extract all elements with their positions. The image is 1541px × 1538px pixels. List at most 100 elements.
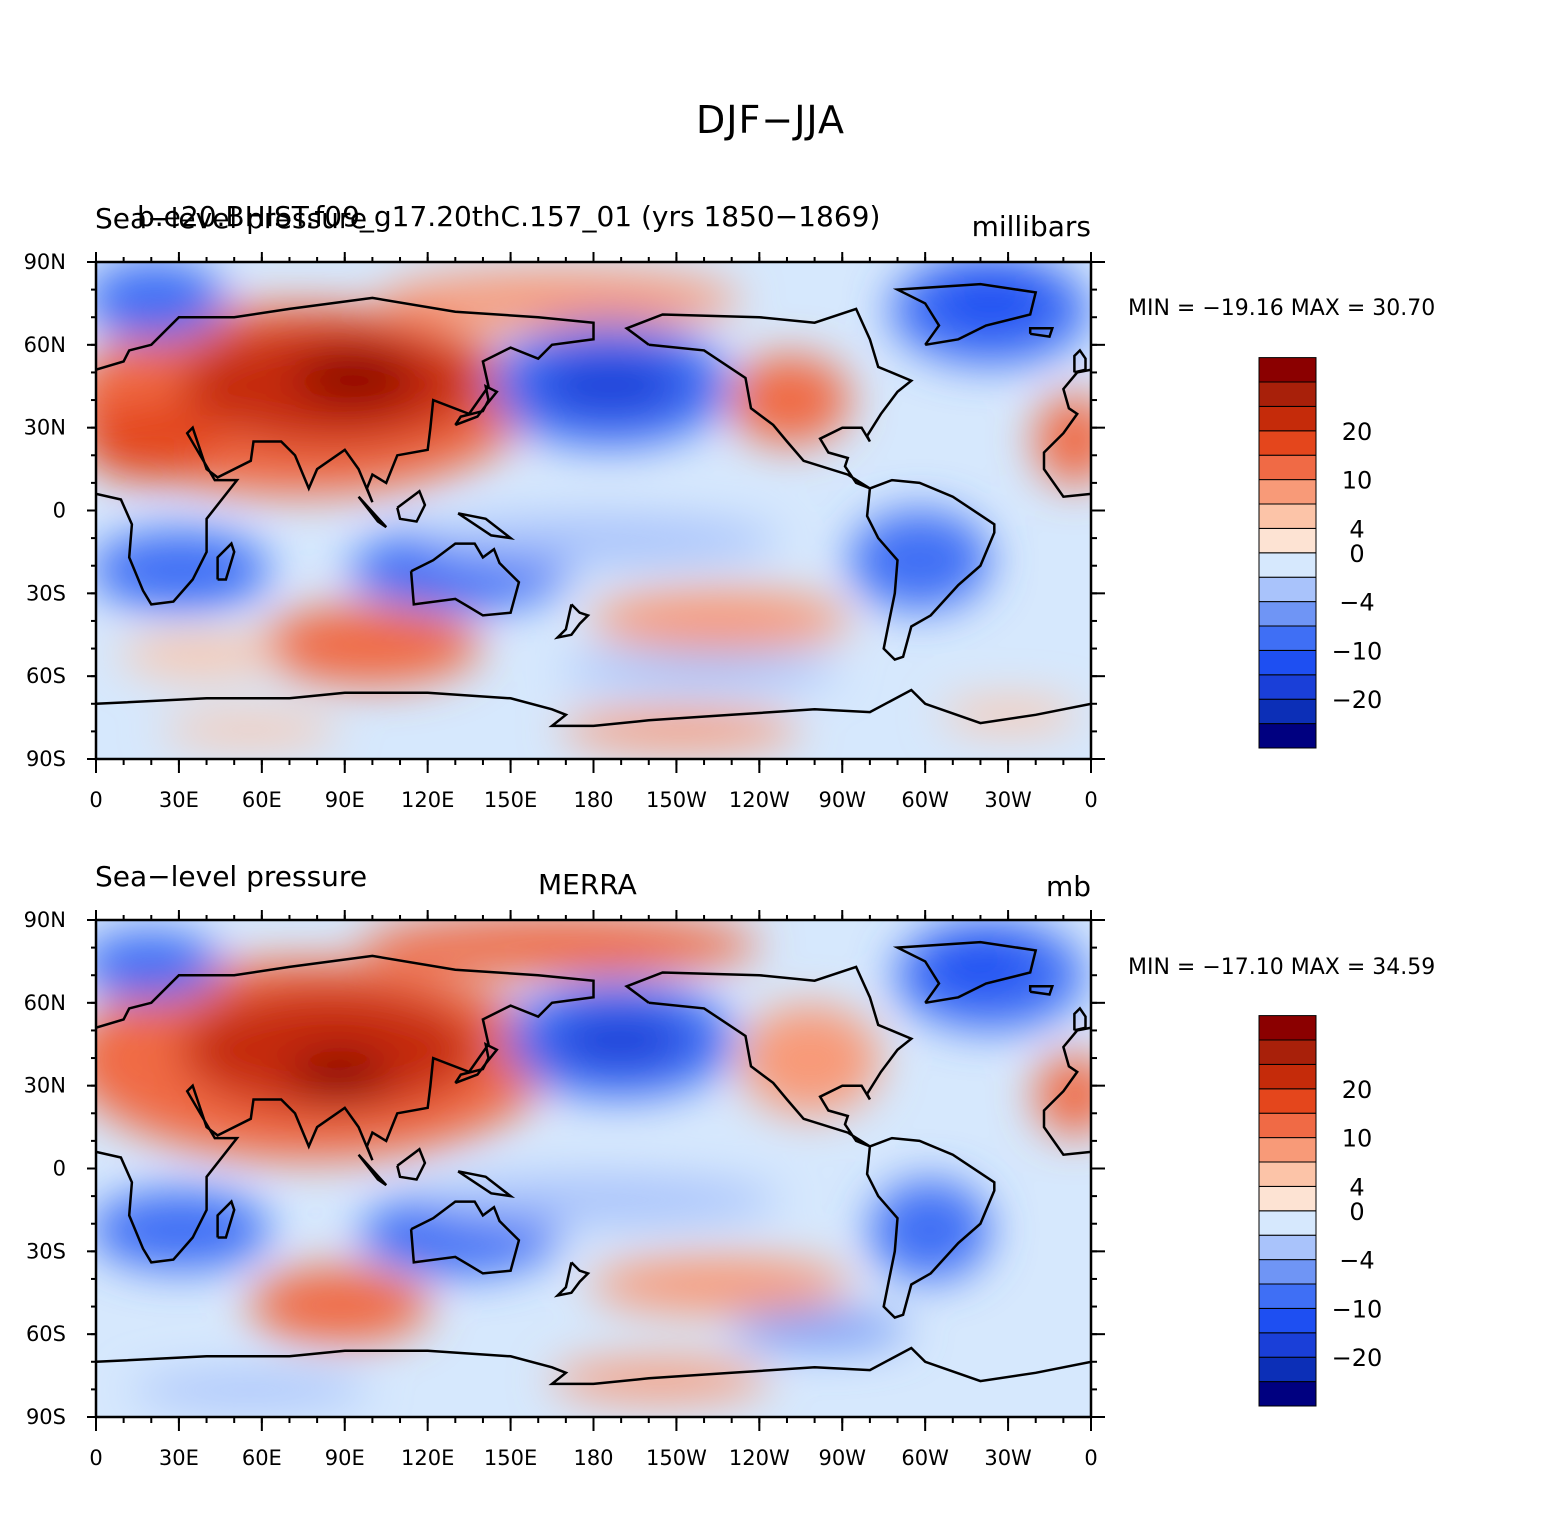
lon-tick-label: 0 (1084, 1446, 1097, 1470)
lon-tick-label: 180 (573, 788, 613, 812)
lat-tick-label: 0 (53, 1157, 66, 1181)
colorbar-box (1258, 454, 1317, 481)
colorbar-label: −10 (1332, 637, 1383, 665)
lon-tick-label: 120E (401, 788, 454, 812)
lat-tick-label: 30S (26, 581, 66, 605)
colorbar-box (1258, 479, 1317, 505)
coastline (96, 296, 595, 606)
panel2-left-title: Sea−level pressure (95, 860, 368, 893)
panel1-map (96, 262, 1091, 759)
panel1-center-title: b.e20.BHIST.f09_g17.20thC.157_01 (yrs 18… (137, 200, 881, 233)
colorbar-box (1258, 381, 1317, 407)
lon-tick-label: 0 (89, 1446, 102, 1470)
coastline (553, 603, 591, 640)
colorbar-box (1258, 576, 1317, 603)
coastline (1028, 985, 1055, 996)
coastline (357, 495, 388, 529)
lat-tick-label: 60N (24, 991, 66, 1015)
colorbar-box (1258, 1063, 1317, 1090)
lon-tick-label: 90W (819, 1446, 867, 1470)
coastline (396, 1147, 427, 1181)
colorbar-box (1258, 1307, 1317, 1334)
coastline (1042, 1026, 1091, 1157)
panel2-minmax: MIN = −17.10 MAX = 34.59 (1128, 955, 1436, 980)
coastline (396, 489, 427, 523)
lat-tick-label: 0 (53, 499, 66, 523)
lon-tick-label: 30E (159, 1446, 199, 1470)
coastline (553, 1261, 591, 1298)
lat-tick-label: 60S (26, 664, 66, 688)
colorbar-label: 4 (1349, 515, 1364, 543)
colorbar-label: 0 (1349, 1198, 1364, 1226)
lat-tick-label: 30N (24, 1074, 66, 1098)
lat-tick-label: 30N (24, 416, 66, 440)
coastline (1073, 348, 1087, 374)
colorbar-label: −20 (1332, 686, 1383, 714)
colorbar-box (1258, 1283, 1317, 1309)
lat-tick-label: 90S (26, 747, 66, 771)
colorbar-box (1258, 698, 1317, 725)
colorbar-box (1258, 503, 1317, 529)
coastline (216, 541, 236, 581)
lon-tick-label: 60W (901, 788, 949, 812)
coastline (454, 384, 499, 427)
colorbar-label: 10 (1342, 467, 1373, 495)
lon-tick-label: 30W (984, 788, 1032, 812)
lon-tick-label: 90W (819, 788, 867, 812)
colorbar-label: −4 (1339, 589, 1374, 617)
panel2-center-title: MERRA (538, 868, 637, 901)
coastline (409, 1200, 521, 1275)
coastline (96, 954, 595, 1264)
lon-tick-label: 60E (242, 1446, 282, 1470)
coastline (1028, 327, 1055, 338)
panel2-coastlines (96, 940, 1091, 1386)
panel2-map (96, 920, 1091, 1417)
lon-tick-label: 0 (89, 788, 102, 812)
colorbar-label: 0 (1349, 540, 1364, 568)
colorbar-box (1258, 405, 1317, 432)
colorbar-box (1258, 674, 1317, 700)
panel2-units: mb (1045, 870, 1091, 903)
axis-tick-labels: 90N 60N 30N 0 30S 60S 90S 0 30E 60E 90E 120E 150E 180… (24, 250, 1098, 1470)
colorbar-label: 4 (1349, 1173, 1364, 1201)
lon-tick-label: 120W (729, 1446, 790, 1470)
colorbar-box (1258, 1356, 1317, 1383)
colorbar-label: −10 (1332, 1295, 1383, 1323)
colorbar-box (1258, 723, 1317, 749)
colorbar-box (1258, 1332, 1317, 1358)
lon-tick-label: 60E (242, 788, 282, 812)
panel1-minmax: MIN = −19.16 MAX = 30.70 (1128, 296, 1436, 321)
lon-tick-label: 150W (646, 788, 707, 812)
colorbar-box (1258, 1015, 1317, 1041)
coastline (457, 1170, 516, 1199)
coastline (892, 282, 1038, 347)
colorbar-box (1258, 552, 1317, 578)
coastline (624, 965, 914, 1148)
lon-tick-label: 90E (325, 1446, 365, 1470)
lon-tick-label: 150E (484, 1446, 537, 1470)
axis-ticks (87, 252, 1105, 1431)
coastline (216, 1199, 236, 1239)
colorbar-label: 10 (1342, 1125, 1373, 1153)
colorbar-label: −4 (1339, 1247, 1374, 1275)
coastline (457, 512, 516, 540)
figure-title: DJF−JJA (696, 98, 845, 142)
coastline (624, 307, 914, 490)
colorbar-box (1258, 430, 1317, 456)
colorbar-box (1258, 1137, 1317, 1163)
colorbar-label: 20 (1342, 1076, 1373, 1104)
panel1-coastlines (96, 282, 1091, 728)
colorbar-box (1258, 601, 1317, 627)
panel1-units: millibars (971, 210, 1091, 243)
coastline (96, 1346, 1091, 1386)
colorbar-box (1258, 1088, 1317, 1114)
colorbar-label: 20 (1342, 418, 1373, 446)
colorbar-box (1258, 357, 1317, 383)
lon-tick-label: 120W (729, 788, 790, 812)
lon-tick-label: 90E (325, 788, 365, 812)
coastline (96, 688, 1091, 728)
coastline (1073, 1006, 1087, 1032)
colorbar-box (1258, 649, 1317, 676)
colorbar-box (1258, 1234, 1317, 1261)
colorbar-2: 20 10 40 −4 −10 −20 (1258, 1015, 1383, 1407)
